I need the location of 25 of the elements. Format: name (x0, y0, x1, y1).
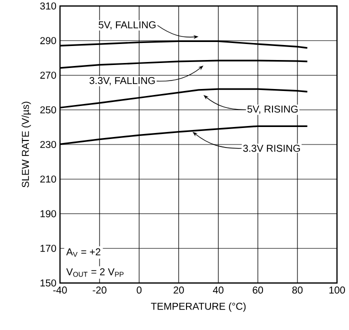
x-tick-label: 0 (136, 286, 142, 294)
y-tick-label: 310 (40, 2, 56, 10)
y-tick-label: 170 (40, 244, 56, 252)
x-tick-label: 80 (292, 286, 303, 294)
y-tick-label: 150 (40, 279, 56, 287)
x-tick-label: 60 (252, 286, 264, 294)
y-tick-label: 210 (40, 176, 56, 183)
annotation: A$_{V}$ = +2 (66, 248, 100, 257)
x-tick-label: -40 (53, 286, 67, 294)
annotation: 3.3V RISING (243, 144, 300, 152)
y-tick-label: 270 (40, 72, 56, 79)
x-tick-label: 20 (174, 286, 184, 294)
annotation: V$_{OUT}$ = 2 V$_{PP}$ (66, 268, 124, 277)
x-tick-label: 100 (329, 286, 345, 294)
y-tick-label: 290 (40, 37, 56, 44)
y-tick-label: 190 (40, 210, 56, 218)
x-axis-title: TEMPERATURE (°C) (150, 302, 246, 312)
annotation: 5V, FALLING (98, 21, 156, 30)
y-tick-label: 230 (40, 140, 56, 148)
x-tick-label: 40 (212, 286, 224, 294)
x-tick-label: -20 (92, 286, 106, 294)
annotation: 3.3V, FALLING (90, 77, 155, 86)
y-tick-label: 250 (40, 106, 56, 114)
y-axis-title: SLEW RATE (V/µs) (22, 102, 31, 188)
annotation: 5V, RISING (247, 106, 298, 114)
